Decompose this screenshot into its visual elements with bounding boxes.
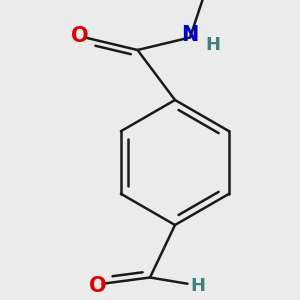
Text: H: H (205, 36, 220, 54)
Text: N: N (181, 25, 199, 45)
Text: O: O (71, 26, 89, 46)
Text: O: O (89, 276, 106, 296)
Text: H: H (190, 277, 205, 295)
